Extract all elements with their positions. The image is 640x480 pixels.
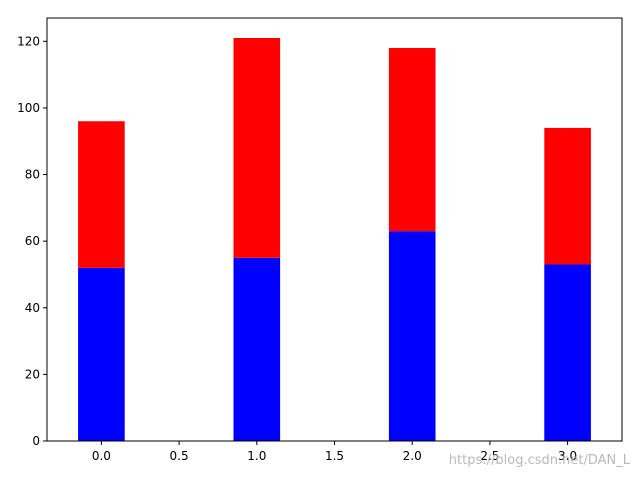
bar-series-0-cat-1 bbox=[233, 257, 281, 441]
bar-series-1-cat-3 bbox=[544, 127, 591, 265]
y-tick-label: 60 bbox=[25, 234, 40, 248]
y-axis-ticks: 0 20 40 60 80 100 120 bbox=[17, 34, 47, 448]
x-tick-label: 0.5 bbox=[170, 449, 189, 463]
bar-series-0-cat-0 bbox=[78, 267, 125, 441]
x-tick-label: 1.5 bbox=[325, 449, 344, 463]
x-tick-label: 1.0 bbox=[247, 449, 266, 463]
bars-group bbox=[78, 37, 591, 441]
x-tick-label: 2.5 bbox=[480, 449, 499, 463]
y-tick-label: 40 bbox=[25, 301, 40, 315]
y-tick-label: 100 bbox=[17, 101, 40, 115]
x-tick-label: 2.0 bbox=[403, 449, 422, 463]
bar-series-0-cat-2 bbox=[388, 231, 436, 441]
y-tick-label: 20 bbox=[25, 367, 40, 381]
watermark: https://blog.csdn.net/DAN_L bbox=[448, 453, 630, 468]
bar-series-0-cat-3 bbox=[544, 264, 591, 441]
y-tick-label: 120 bbox=[17, 34, 40, 48]
plot-frame bbox=[46, 17, 623, 442]
y-tick-label: 80 bbox=[25, 168, 40, 182]
x-axis-ticks: 0.0 0.5 1.0 1.5 2.0 2.5 3.0 bbox=[92, 441, 577, 463]
x-tick-label: 3.0 bbox=[558, 449, 577, 463]
bar-series-1-cat-0 bbox=[78, 121, 125, 268]
y-tick-label: 0 bbox=[32, 434, 40, 448]
bar-series-1-cat-1 bbox=[233, 37, 281, 258]
x-tick-label: 0.0 bbox=[92, 449, 111, 463]
bar-series-1-cat-2 bbox=[388, 47, 436, 232]
